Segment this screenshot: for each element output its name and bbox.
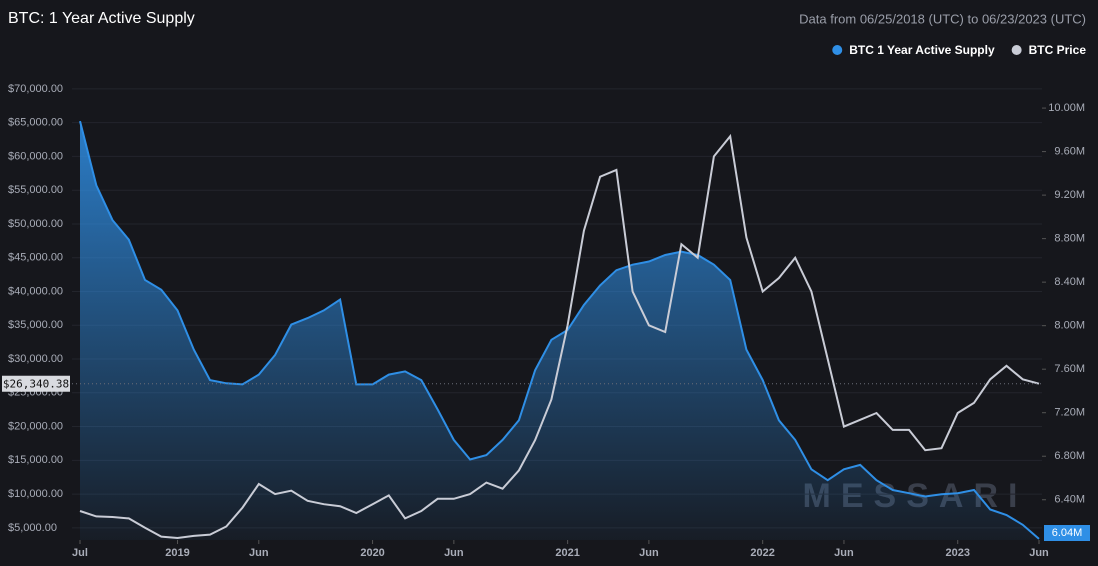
y-tick-label: $45,000.00 <box>8 252 63 264</box>
value-label: $26,340.38 <box>3 378 69 391</box>
y-tick-label: $60,000.00 <box>8 150 63 162</box>
x-tick-label: Jun <box>834 547 854 559</box>
y-tick-label: $70,000.00 <box>8 83 63 95</box>
legend-label: BTC Price <box>1029 43 1087 57</box>
x-tick-label: 2021 <box>555 547 579 559</box>
chart-title: BTC: 1 Year Active Supply <box>8 10 195 27</box>
y2-tick-label: 10.00M <box>1048 102 1085 114</box>
y2-tick-label: 9.60M <box>1054 146 1085 158</box>
value-label-box <box>1044 525 1090 541</box>
x-tick-label: 2019 <box>165 547 189 559</box>
chart-subtitle: Data from 06/25/2018 (UTC) to 06/23/2023… <box>799 11 1086 26</box>
x-tick-label: Jun <box>639 547 659 559</box>
y2-tick-label: 9.20M <box>1054 189 1085 201</box>
y-tick-label: $55,000.00 <box>8 184 63 196</box>
legend-swatch <box>1011 45 1022 55</box>
series-line <box>79 120 1040 540</box>
value-label-box <box>2 375 70 392</box>
series-line <box>79 133 1040 540</box>
y-tick-label: $10,000.00 <box>8 488 63 500</box>
y2-tick-label: 8.00M <box>1054 320 1085 332</box>
y-tick-label: $5,000.00 <box>8 522 57 534</box>
x-tick-label: Jul <box>72 547 88 559</box>
y-tick-label: $65,000.00 <box>8 117 63 129</box>
y-tick-label: $15,000.00 <box>8 454 63 466</box>
x-tick-label: 2022 <box>750 547 774 559</box>
y2-tick-label: 6.80M <box>1054 450 1085 462</box>
y-tick-label: $40,000.00 <box>8 285 63 297</box>
value-label: 6.04M <box>1052 527 1083 539</box>
y-tick-label: $50,000.00 <box>8 218 63 230</box>
x-tick-label: 2023 <box>945 547 969 559</box>
y2-tick-label: 6.40M <box>1054 494 1085 506</box>
y2-tick-label: 7.60M <box>1054 363 1085 375</box>
legend-label: BTC 1 Year Active Supply <box>849 43 995 57</box>
x-tick-label: Jun <box>249 547 269 559</box>
y-tick-label: $35,000.00 <box>8 319 63 331</box>
x-tick-label: Jun <box>1029 547 1049 559</box>
x-tick-label: Jun <box>444 547 464 559</box>
area-fill <box>80 121 1039 540</box>
y-tick-label: $20,000.00 <box>8 420 63 432</box>
y-tick-label: $30,000.00 <box>8 353 63 365</box>
x-tick-label: 2020 <box>360 547 384 559</box>
legend-swatch <box>832 45 843 55</box>
y2-tick-label: 8.40M <box>1054 276 1085 288</box>
y2-tick-label: 8.80M <box>1054 233 1085 245</box>
y2-tick-label: 7.20M <box>1054 407 1085 419</box>
